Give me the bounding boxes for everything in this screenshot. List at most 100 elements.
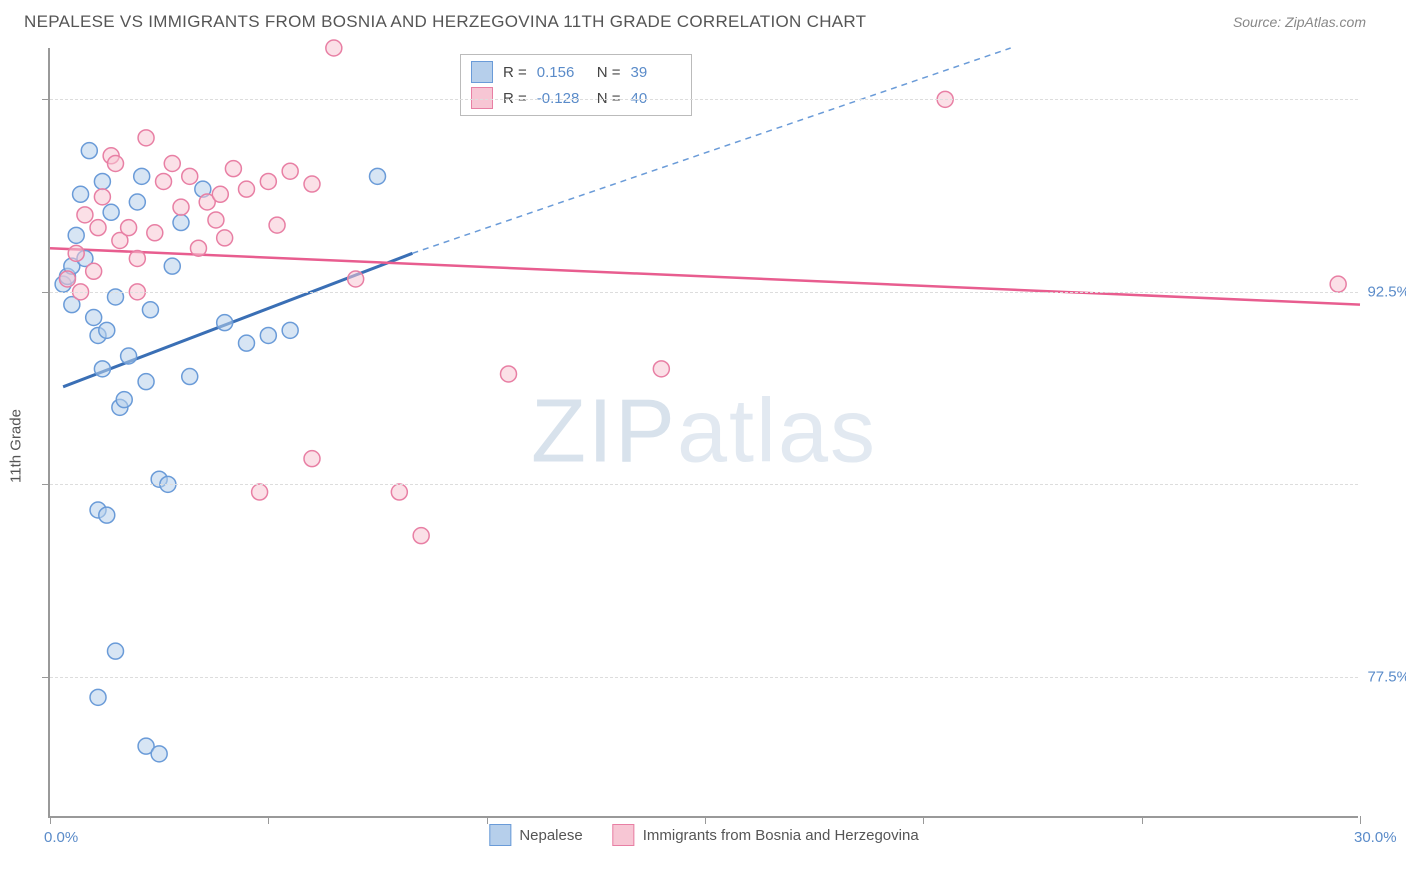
x-tick [1142, 816, 1143, 824]
data-point [156, 173, 172, 189]
legend-item: Immigrants from Bosnia and Herzegovina [613, 824, 919, 846]
data-point [99, 322, 115, 338]
data-point [182, 168, 198, 184]
data-point [348, 271, 364, 287]
plot-area: ZIPatlas R = 0.156 N = 39 R = -0.128 N =… [48, 48, 1358, 818]
chart-title: NEPALESE VS IMMIGRANTS FROM BOSNIA AND H… [24, 12, 866, 32]
source-value: ZipAtlas.com [1285, 14, 1366, 30]
y-tick [42, 99, 50, 100]
y-tick [42, 484, 50, 485]
legend-swatch [489, 824, 511, 846]
data-point [1330, 276, 1346, 292]
data-point [121, 348, 137, 364]
x-tick [705, 816, 706, 824]
legend-swatch [471, 87, 493, 109]
gridline [50, 292, 1358, 293]
data-point [501, 366, 517, 382]
trend-line [50, 248, 1360, 304]
data-point [108, 643, 124, 659]
x-tick [1360, 816, 1361, 824]
data-point [90, 689, 106, 705]
data-point [326, 40, 342, 56]
data-point [260, 327, 276, 343]
data-point [94, 173, 110, 189]
data-point [252, 484, 268, 500]
data-point [68, 245, 84, 261]
x-tick [487, 816, 488, 824]
data-point [269, 217, 285, 233]
data-point [239, 181, 255, 197]
data-point [391, 484, 407, 500]
source-attribution: Source: ZipAtlas.com [1233, 14, 1366, 30]
r-label: R = [503, 90, 527, 107]
series-legend: Nepalese Immigrants from Bosnia and Herze… [489, 824, 918, 846]
data-point [147, 225, 163, 241]
stats-legend: R = 0.156 N = 39 R = -0.128 N = 40 [460, 54, 692, 116]
data-point [282, 322, 298, 338]
data-point [138, 374, 154, 390]
data-point [59, 271, 75, 287]
data-point [173, 199, 189, 215]
data-point [129, 194, 145, 210]
gridline [50, 484, 1358, 485]
x-tick [268, 816, 269, 824]
data-point [129, 250, 145, 266]
data-point [86, 310, 102, 326]
y-axis-title: 11th Grade [8, 409, 25, 483]
n-value: 40 [631, 90, 681, 107]
legend-label: Immigrants from Bosnia and Herzegovina [643, 827, 919, 844]
x-tick-label: 0.0% [44, 829, 78, 846]
data-point [282, 163, 298, 179]
data-point [225, 161, 241, 177]
data-point [103, 204, 119, 220]
data-point [94, 361, 110, 377]
data-point [90, 220, 106, 236]
legend-item: Nepalese [489, 824, 582, 846]
data-point [134, 168, 150, 184]
y-tick [42, 677, 50, 678]
data-point [121, 220, 137, 236]
y-tick-label: 77.5% [1367, 668, 1406, 685]
data-point [173, 215, 189, 231]
stats-row: R = -0.128 N = 40 [471, 85, 681, 111]
data-point [217, 315, 233, 331]
legend-swatch [471, 61, 493, 83]
data-point [99, 507, 115, 523]
r-label: R = [503, 64, 527, 81]
data-point [208, 212, 224, 228]
n-value: 39 [631, 64, 681, 81]
y-tick [42, 292, 50, 293]
data-point [108, 156, 124, 172]
data-point [116, 392, 132, 408]
data-point [81, 143, 97, 159]
x-tick-label: 30.0% [1354, 829, 1397, 846]
data-point [151, 746, 167, 762]
n-label: N = [597, 64, 621, 81]
data-point [138, 130, 154, 146]
stats-row: R = 0.156 N = 39 [471, 59, 681, 85]
data-point [182, 369, 198, 385]
x-tick [50, 816, 51, 824]
chart-header: NEPALESE VS IMMIGRANTS FROM BOSNIA AND H… [0, 0, 1406, 40]
data-point [164, 156, 180, 172]
data-point [73, 186, 89, 202]
data-point [260, 173, 276, 189]
data-point [142, 302, 158, 318]
data-point [94, 189, 110, 205]
gridline [50, 677, 1358, 678]
r-value: 0.156 [537, 64, 587, 81]
data-point [239, 335, 255, 351]
data-point [212, 186, 228, 202]
data-point [77, 207, 93, 223]
plot-svg [50, 48, 1358, 816]
legend-swatch [613, 824, 635, 846]
n-label: N = [597, 90, 621, 107]
data-point [304, 451, 320, 467]
gridline [50, 99, 1358, 100]
data-point [86, 263, 102, 279]
data-point [413, 528, 429, 544]
data-point [164, 258, 180, 274]
data-point [68, 227, 84, 243]
data-point [304, 176, 320, 192]
data-point [370, 168, 386, 184]
